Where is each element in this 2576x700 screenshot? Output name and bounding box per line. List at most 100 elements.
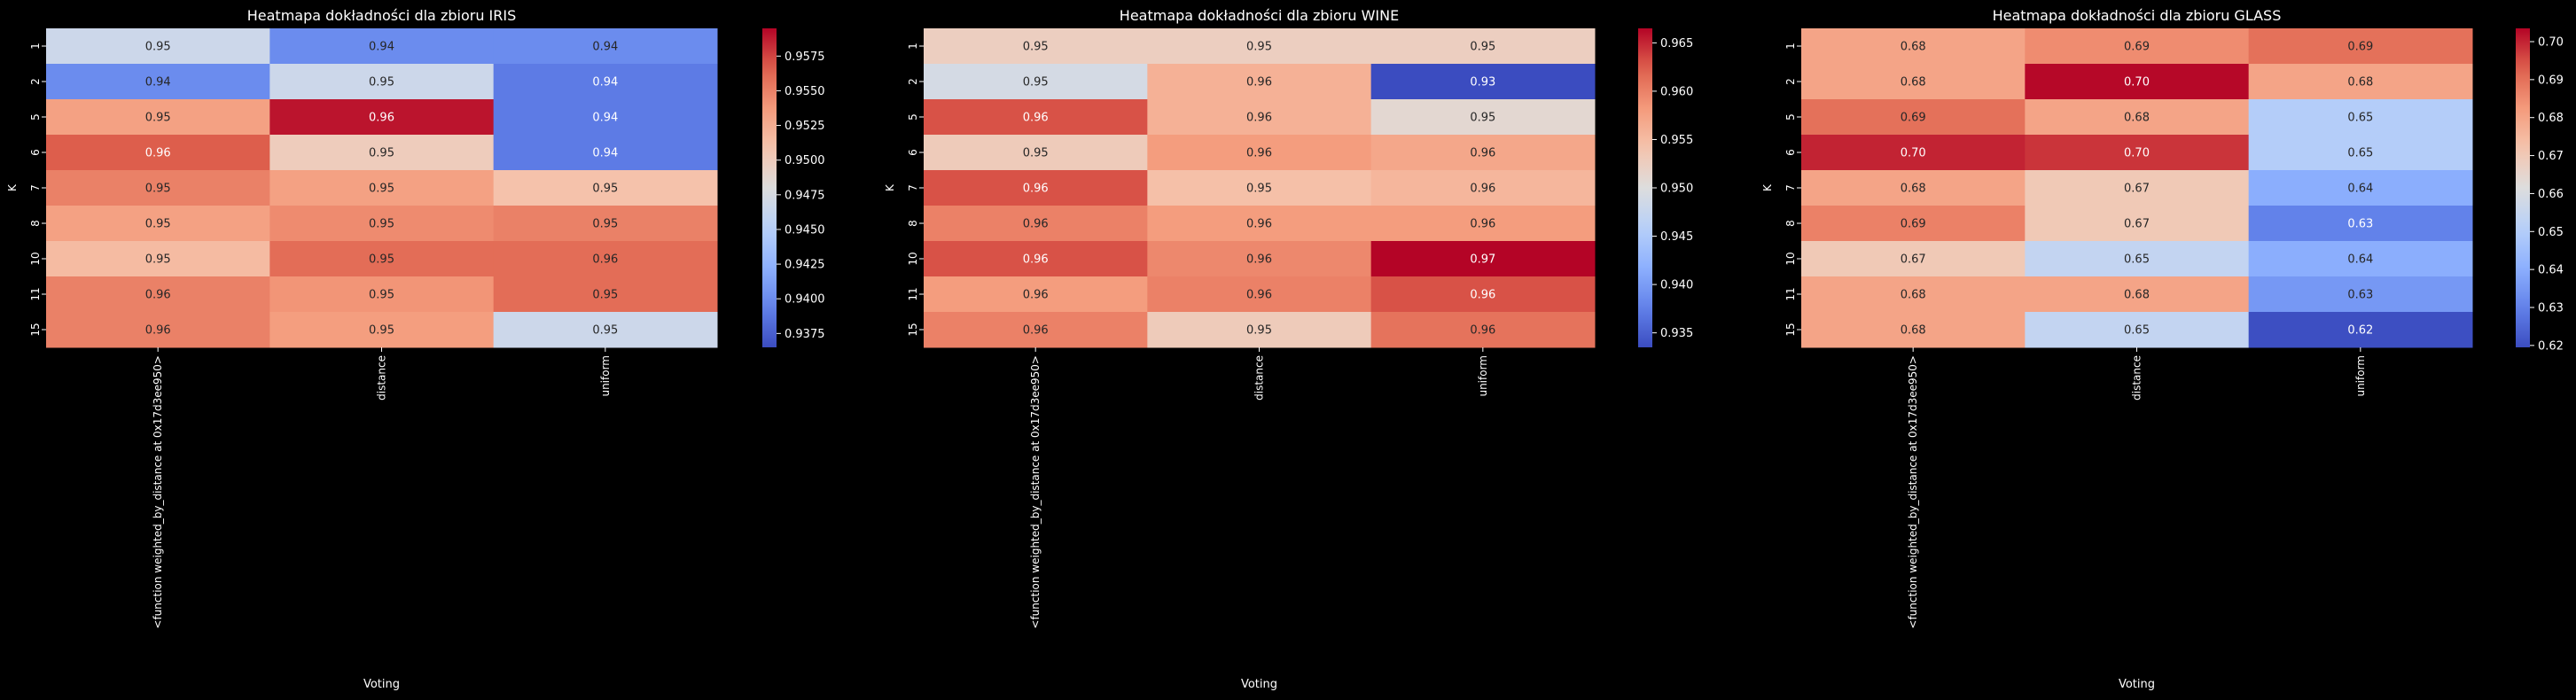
heatmap-cell [269, 241, 495, 277]
y-axis-label: K [1761, 183, 1774, 191]
cell-value-label: 0.65 [2347, 147, 2373, 160]
cell-value-label: 0.95 [145, 41, 171, 54]
cell-value-label: 0.68 [1901, 324, 1926, 338]
colorbar-tick-label: 0.64 [2538, 264, 2564, 277]
heatmap-cell [46, 64, 270, 100]
cell-value-label: 0.95 [592, 324, 618, 338]
x-axis-label: Voting [2119, 678, 2155, 691]
cell-value-label: 0.63 [2347, 289, 2373, 302]
cell-value-label: 0.96 [1023, 112, 1049, 125]
x-tick-label: distance [1253, 355, 1266, 401]
heatmap-cell [2248, 99, 2473, 136]
heatmap-cell [46, 276, 270, 313]
cell-value-label: 0.95 [369, 289, 394, 302]
cell-value-label: 0.95 [1023, 76, 1049, 89]
heatmap-cell [1147, 135, 1372, 171]
heatmap-cell [1147, 170, 1372, 206]
cell-value-label: 0.96 [1246, 289, 1272, 302]
heatmap-cell [2025, 135, 2250, 171]
y-tick-label: 8 [1784, 220, 1797, 227]
y-tick-label: 8 [907, 220, 919, 227]
heatmap-cell [2248, 276, 2473, 313]
cell-value-label: 0.63 [2347, 218, 2373, 231]
cell-value-label: 0.95 [592, 183, 618, 196]
cell-value-label: 0.68 [1901, 289, 1926, 302]
heatmap-cell [2025, 170, 2250, 206]
colorbar-tick-label: 0.9425 [785, 259, 825, 272]
colorbar-tick-label: 0.9525 [785, 120, 825, 133]
heatmap-cell [1147, 99, 1372, 136]
heatmap-cell [269, 99, 495, 136]
heatmap-cell [46, 170, 270, 206]
colorbar-tick-label: 0.9450 [785, 223, 825, 237]
colorbar-tick-label: 0.965 [1660, 37, 1693, 51]
heatmap-cell [46, 241, 270, 277]
cell-value-label: 0.68 [2124, 112, 2150, 125]
heatmap-cell [1801, 241, 2026, 277]
heatmap-cell [269, 28, 495, 65]
heatmap-panel-3: Heatmapa dokładności dla zbioru GLASS 0.6… [1761, 7, 2564, 691]
colorbar-tick-label: 0.955 [1660, 134, 1693, 147]
colorbar-tick-label: 0.9500 [785, 154, 825, 167]
heatmap-cell [2025, 276, 2250, 313]
x-tick-label: uniform [2354, 355, 2367, 397]
y-tick-label: 5 [1784, 113, 1797, 121]
x-tick-label: <function weighted_by_distance at 0x17d3… [1029, 355, 1042, 629]
heatmap-cell [1801, 64, 2026, 100]
heatmap-cell [493, 99, 718, 136]
cell-value-label: 0.96 [145, 289, 171, 302]
colorbar-tick-label: 0.63 [2538, 302, 2564, 315]
cell-value-label: 0.95 [592, 218, 618, 231]
colorbar-tick-label: 0.935 [1660, 327, 1693, 340]
heatmap-cell [1801, 206, 2026, 242]
cell-value-label: 0.95 [1023, 147, 1049, 160]
heatmap-cell [2025, 99, 2250, 136]
heatmap-panel-2: Heatmapa dokładności dla zbioru WINE 0.95… [884, 7, 1693, 691]
cell-value-label: 0.96 [1246, 76, 1272, 89]
heatmap-cell [2025, 206, 2250, 242]
colorbar-tick-label: 0.940 [1660, 279, 1693, 292]
cell-value-label: 0.64 [2347, 183, 2373, 196]
colorbar-tick-label: 0.950 [1660, 183, 1693, 196]
y-tick-label: 10 [29, 252, 42, 265]
heatmap-cell [2248, 135, 2473, 171]
y-tick-label: 15 [29, 323, 42, 336]
x-axis-label: Voting [1241, 678, 1277, 691]
heatmap-cell [1801, 135, 2026, 171]
heatmap-cell [1801, 276, 2026, 313]
heatmap-cell [1370, 312, 1596, 348]
y-tick-label: 5 [29, 113, 42, 121]
colorbar-tick-label: 0.66 [2538, 188, 2564, 201]
colorbar-tick-label: 0.68 [2538, 112, 2564, 125]
heatmap-cell [1147, 241, 1372, 277]
heatmap-cell [2248, 28, 2473, 65]
cell-value-label: 0.67 [2124, 218, 2150, 231]
heatmap-cell [493, 64, 718, 100]
cell-value-label: 0.69 [2124, 41, 2150, 54]
cell-value-label: 0.95 [369, 147, 394, 160]
cell-value-label: 0.96 [1470, 183, 1495, 196]
y-tick-label: 11 [907, 287, 919, 300]
cell-value-label: 0.96 [1023, 218, 1049, 231]
y-tick-label: 7 [907, 184, 919, 191]
cell-value-label: 0.96 [1246, 147, 1272, 160]
cell-value-label: 0.95 [145, 112, 171, 125]
chart-title: Heatmapa dokładności dla zbioru WINE [1120, 7, 1399, 24]
heatmap-cell [1370, 64, 1596, 100]
cell-value-label: 0.65 [2124, 324, 2150, 338]
heatmap-cell [1370, 99, 1596, 136]
cell-value-label: 0.68 [2347, 76, 2373, 89]
heatmap-cell [493, 312, 718, 348]
colorbar-tick-label: 0.9375 [785, 328, 825, 341]
y-tick-label: 15 [907, 323, 919, 336]
cell-value-label: 0.94 [592, 147, 618, 160]
cell-value-label: 0.96 [1246, 112, 1272, 125]
colorbar [2516, 28, 2530, 347]
y-tick-label: 2 [1784, 78, 1797, 85]
cell-value-label: 0.95 [1246, 324, 1272, 338]
cell-value-label: 0.94 [145, 76, 171, 89]
cell-value-label: 0.96 [1246, 253, 1272, 267]
cell-value-label: 0.68 [1901, 76, 1926, 89]
colorbar-tick-label: 0.9475 [785, 189, 825, 202]
colorbar-tick-label: 0.960 [1660, 85, 1693, 98]
